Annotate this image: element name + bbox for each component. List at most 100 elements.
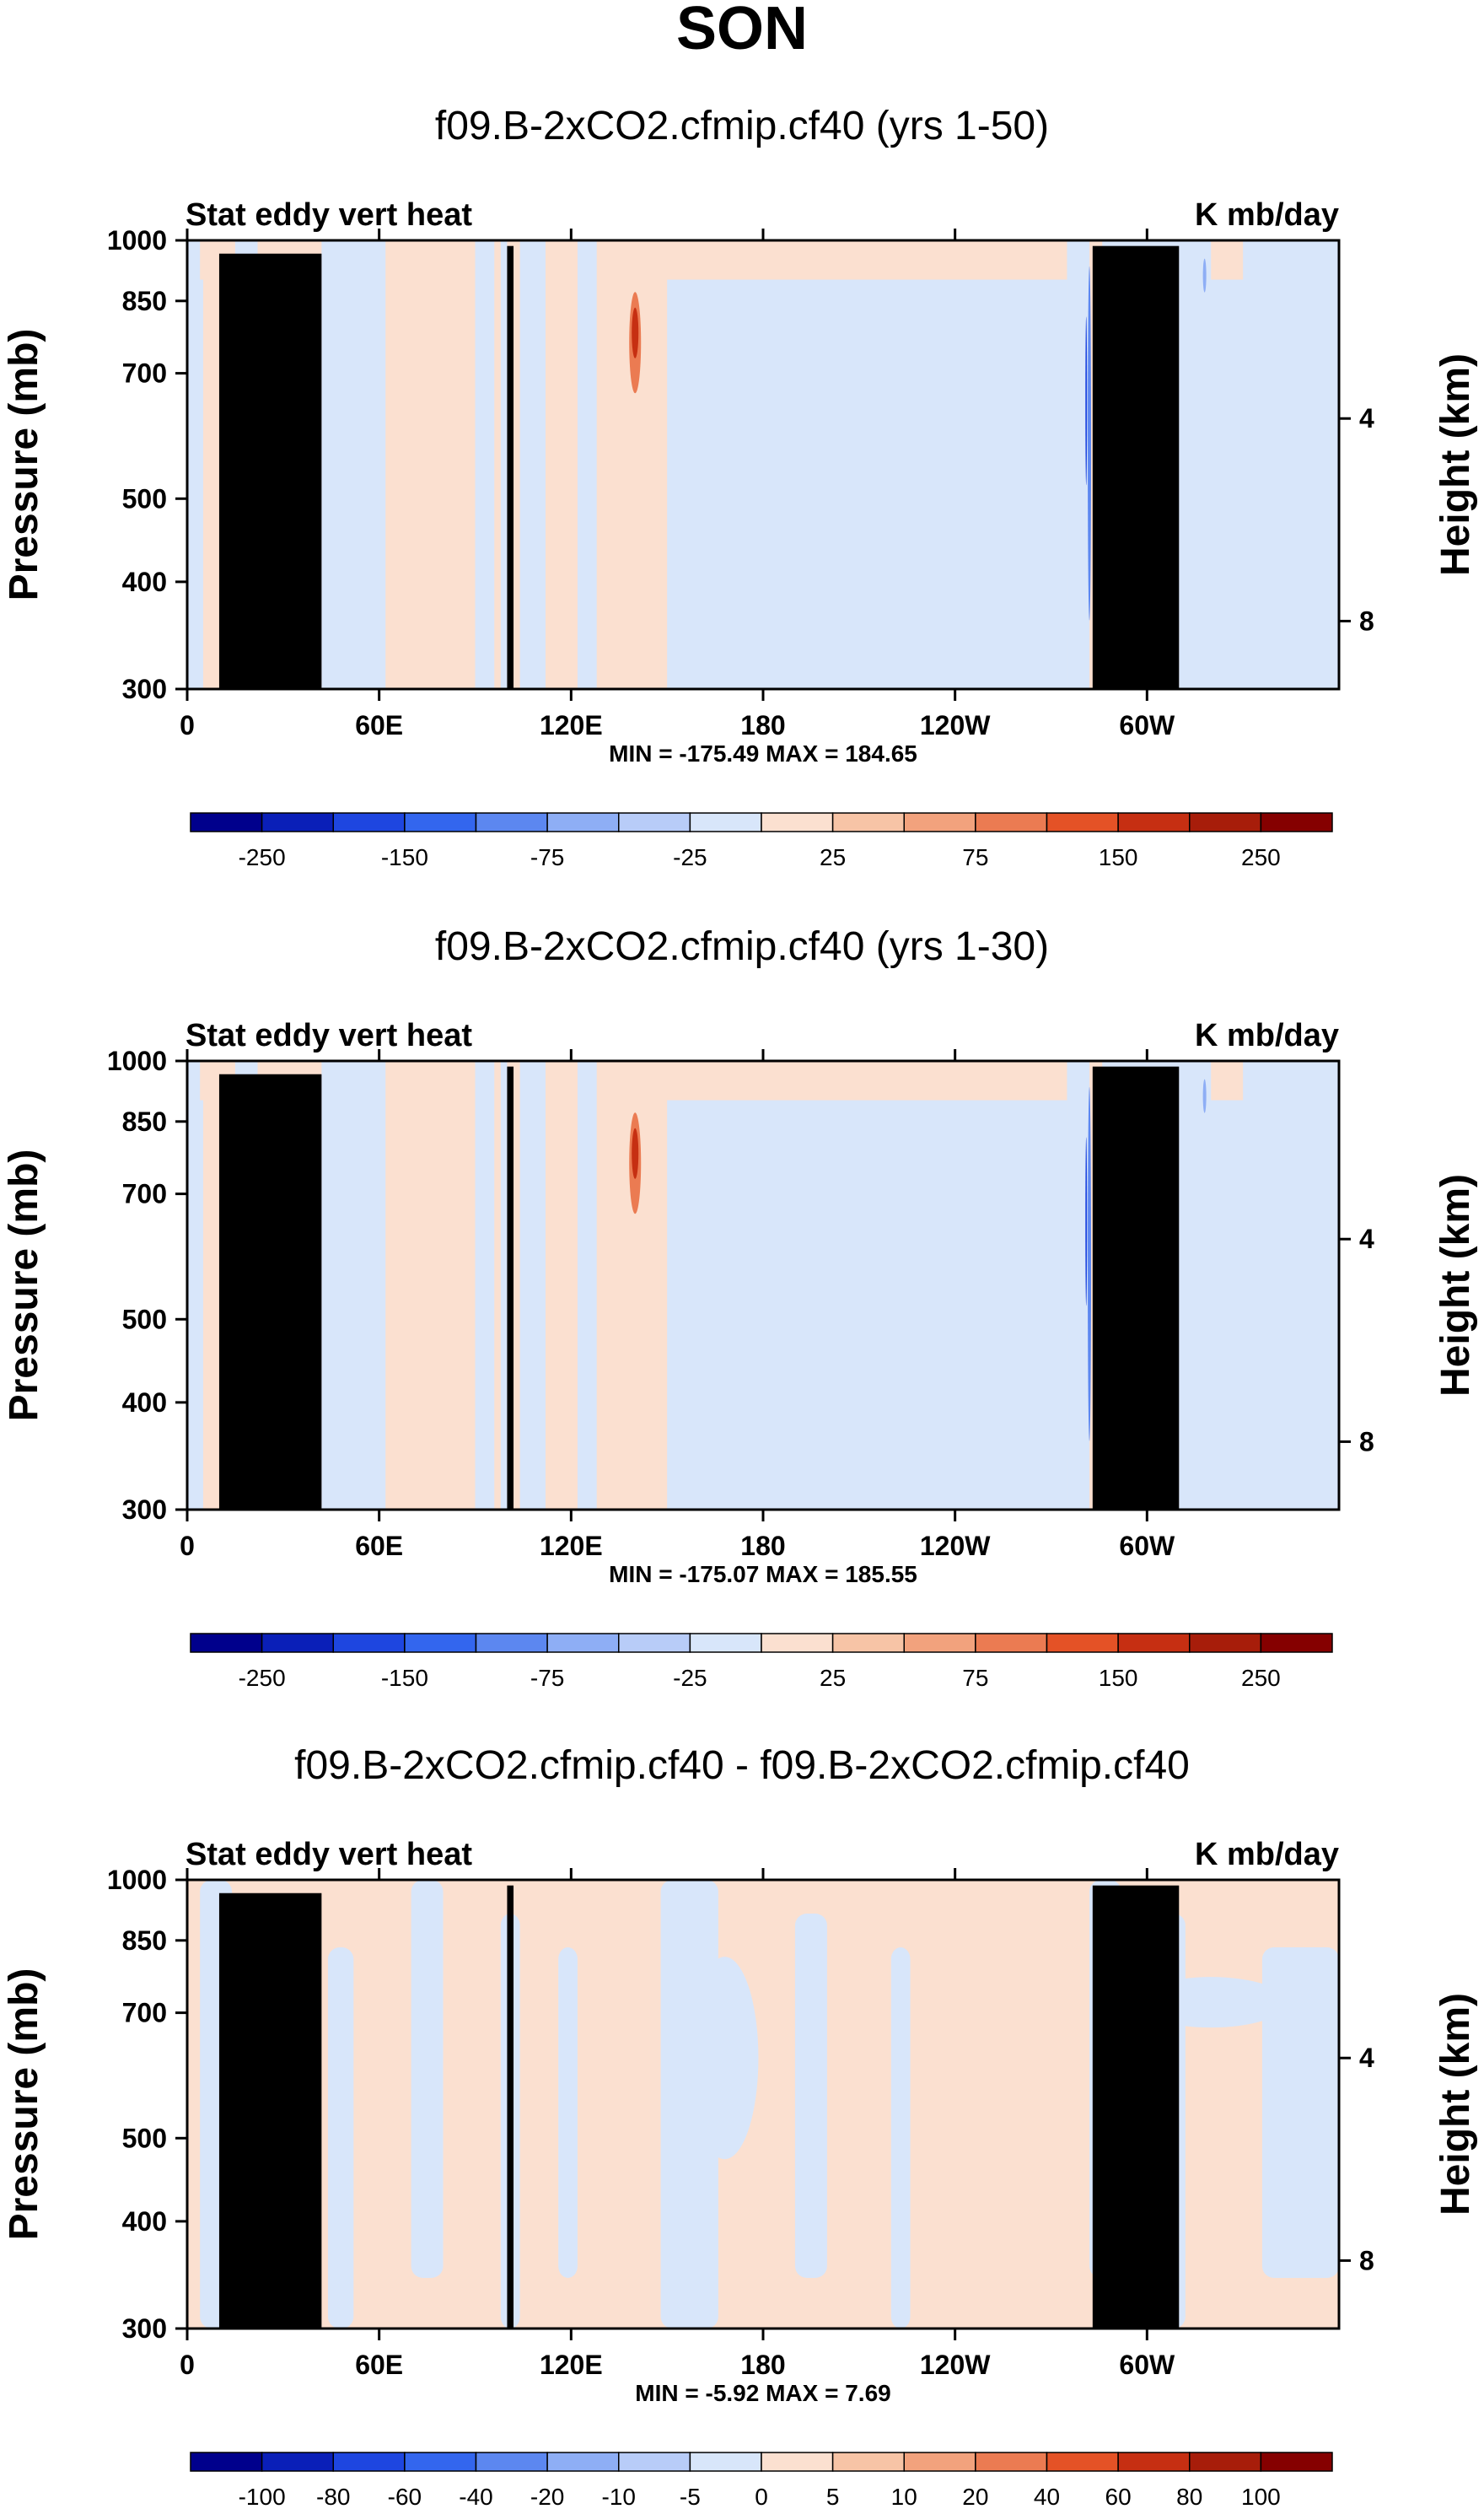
x-tick-label: 120E [540,1531,603,1561]
colorbar-swatch [1046,2452,1119,2472]
colorbar-swatch [1189,1633,1262,1653]
colorbar-label: 75 [962,844,988,870]
y-tick-label: 400 [122,567,167,597]
colorbar-swatch [475,2452,548,2472]
y-axis-title: Pressure (mb) [2,329,46,601]
land-mask [507,245,514,689]
field [187,240,1339,689]
negative-region [347,240,367,622]
panel-left-label: Stat eddy vert heat [186,1837,472,1872]
anomaly-feature [1088,266,1092,621]
y-right-tick-label: 4 [1359,403,1374,433]
y-axis-title: Pressure (mb) [2,1968,46,2241]
negative-region [187,240,201,622]
land-mask [1092,1066,1180,1510]
land-mask [264,277,303,689]
y-right-tick-label: 8 [1359,2245,1374,2275]
colorbar-label: 40 [1034,2484,1060,2509]
colorbar-swatch [1260,1633,1333,1653]
colorbar-swatch [1260,812,1333,832]
colorbar-label: 10 [891,2484,917,2509]
colorbar-swatch [689,2452,762,2472]
colorbar-swatch [689,1633,762,1653]
colorbar-swatch [190,812,263,832]
x-tick-label: 60E [355,2350,403,2380]
colorbar-label: -100 [239,2484,286,2509]
colorbar-swatch [1046,812,1119,832]
chart-panel-2: f09.B-2xCO2.cfmip.cf40 (yrs 1-30) Stat ed… [2,924,1478,1691]
min-max-stats: MIN = -175.49 MAX = 184.65 [609,740,917,767]
y-tick-label: 500 [122,483,167,514]
figure-title: SON [676,0,808,62]
y-axis-title: Pressure (mb) [2,1150,46,1422]
colorbar-label: 20 [962,2484,988,2509]
negative-region [577,240,597,689]
colorbar-label: 0 [755,2484,768,2509]
anomaly-feature [1202,1079,1207,1113]
x-tick-label: 0 [180,2350,195,2380]
y-tick-label: 850 [122,1925,167,1956]
x-tick-label: 120W [920,1531,991,1561]
panel-left-label: Stat eddy vert heat [186,197,472,233]
colorbar-label: -75 [530,844,564,870]
y-right-axis-title: Height (km) [1433,1174,1478,1397]
colorbar-swatch [975,812,1048,832]
colorbar-swatch [1117,2452,1191,2472]
y-tick-label: 400 [122,1387,167,1418]
colorbar-swatch [761,1633,834,1653]
colorbar-swatch [1117,812,1191,832]
land-mask [264,1917,303,2329]
colorbar-label: 100 [1241,2484,1281,2509]
anomaly-feature [1085,1137,1088,1306]
colorbar-label: -5 [680,2484,701,2509]
y-tick-label: 300 [122,674,167,704]
negative-region [519,240,546,689]
colorbar-label: -250 [239,1665,286,1691]
colorbar-swatch [546,812,620,832]
colorbar-label: -10 [602,2484,636,2509]
colorbar-swatch [831,812,905,832]
colorbar-label: 5 [826,2484,840,2509]
y-tick-label: 850 [122,1106,167,1137]
y-tick-label: 1000 [107,225,167,256]
negative-region [519,1061,546,1510]
x-tick-label: 60E [355,710,403,740]
colorbar-swatch [618,1633,691,1653]
colorbar-label: 75 [962,1665,988,1691]
anomaly-feature [1202,258,1207,293]
y-right-axis-title: Height (km) [1433,1993,1478,2216]
colorbar-swatch [1046,1633,1119,1653]
min-max-stats: MIN = -175.07 MAX = 185.55 [609,1561,917,1587]
colorbar-label: 60 [1105,2484,1132,2509]
y-tick-label: 300 [122,1494,167,1525]
land-mask [1095,1076,1103,1510]
negative-region [1243,240,1339,622]
colorbar-label: 25 [820,844,846,870]
panel-title: f09.B-2xCO2.cfmip.cf40 (yrs 1-50) [435,104,1049,148]
colorbar-label: -150 [381,1665,428,1691]
colorbar-swatch [903,812,976,832]
colorbar-label: 250 [1241,1665,1281,1691]
land-mask [507,1885,514,2329]
colorbar-label: -60 [388,2484,422,2509]
colorbar-label: -150 [381,844,428,870]
negative-region [794,1914,827,2278]
colorbar-swatch [261,2452,334,2472]
colorbar-swatch [1189,2452,1262,2472]
colorbar-swatch [190,1633,263,1653]
anomaly-feature [1085,316,1088,486]
anomaly-feature [632,1128,639,1179]
colorbar-swatch [831,2452,905,2472]
field [187,1880,1339,2329]
colorbar-swatch [761,812,834,832]
y-tick-label: 500 [122,2123,167,2153]
colorbar-swatch [475,812,548,832]
panel-right-label: K mb/day [1195,197,1339,233]
colorbar-swatch [332,1633,406,1653]
colorbar-swatch [689,812,762,832]
colorbar-label: -25 [673,844,707,870]
colorbar-swatch [618,2452,691,2472]
x-tick-label: 120W [920,710,991,740]
x-tick-label: 60W [1119,1531,1175,1561]
colorbar-swatch [261,1633,334,1653]
